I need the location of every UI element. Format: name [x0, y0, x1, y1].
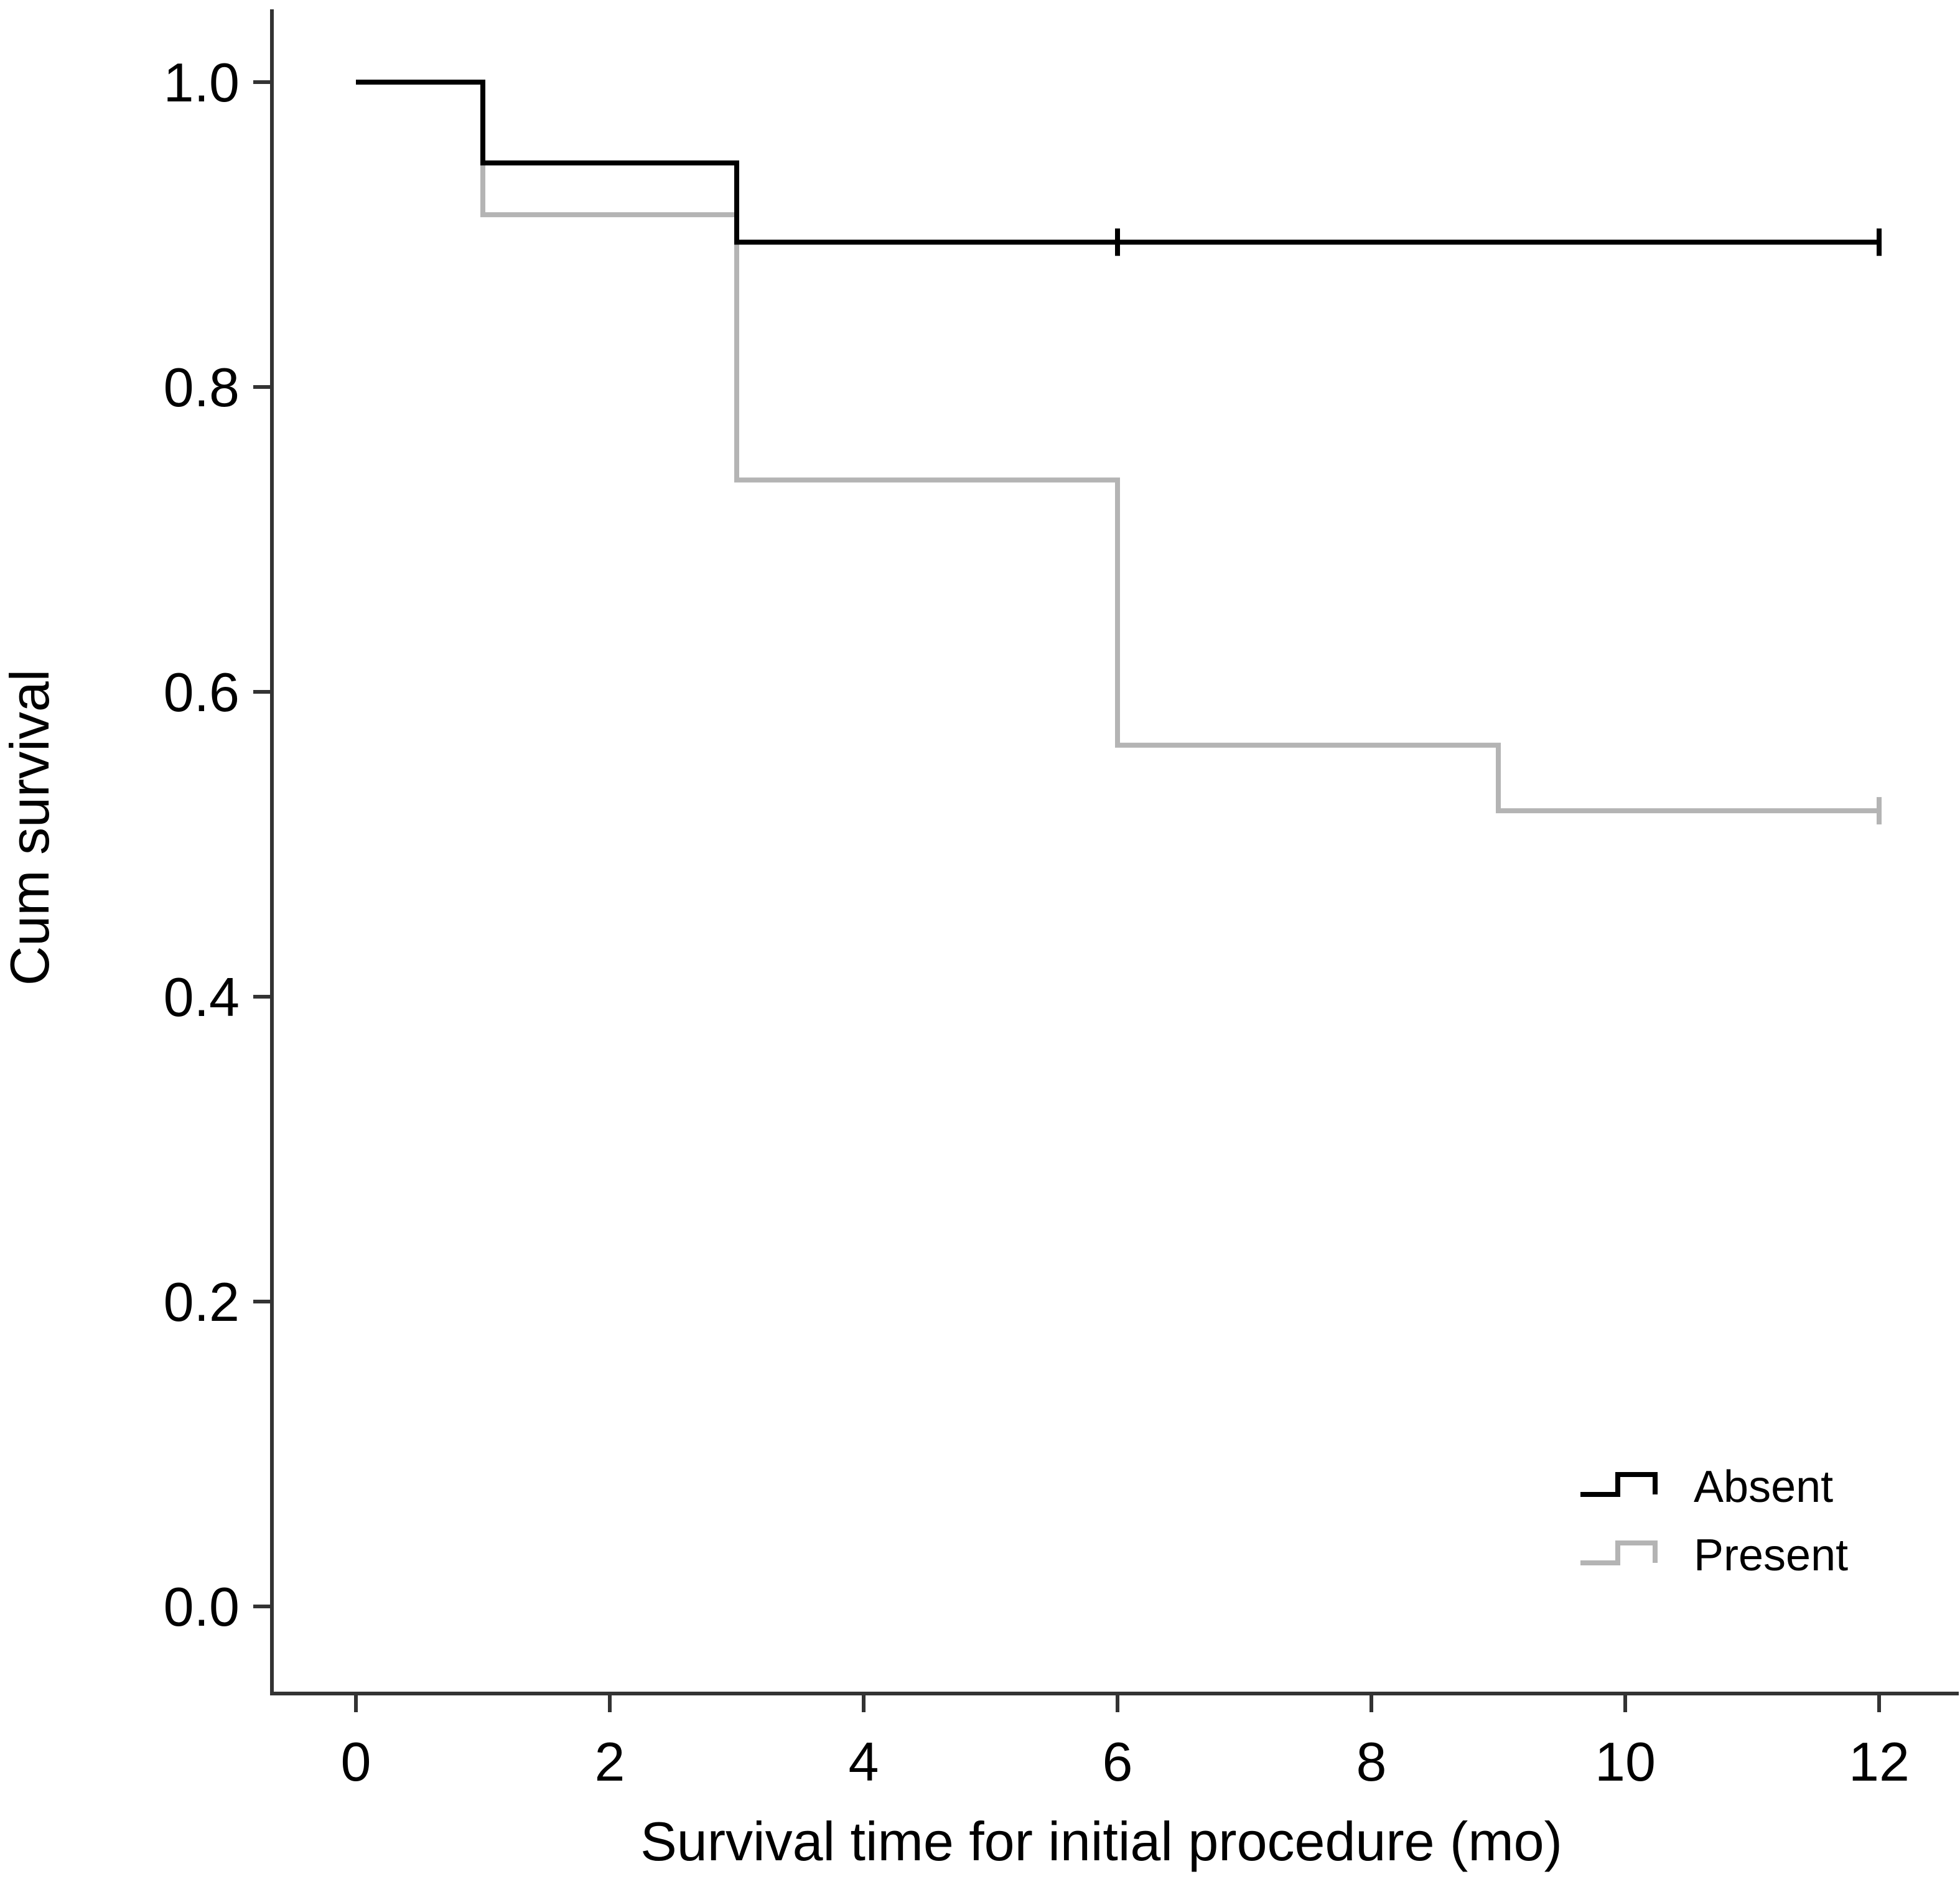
axes: 0.0 0.2 0.4 0.6 0.8 1.0 0 2 4 6 8 10 12 — [164, 9, 1959, 1792]
y-tick-label: 0.6 — [164, 661, 240, 723]
x-tick-label: 10 — [1595, 1731, 1656, 1792]
legend-swatch-present — [1580, 1540, 1658, 1565]
legend-swatch-absent — [1580, 1472, 1658, 1497]
legend-label-present: Present — [1694, 1531, 1848, 1580]
y-tick-label: 0.2 — [164, 1271, 240, 1333]
x-tick-label: 2 — [595, 1731, 625, 1792]
x-tick-label: 6 — [1103, 1731, 1133, 1792]
x-tick-label: 0 — [341, 1731, 371, 1792]
x-tick-label: 12 — [1849, 1731, 1910, 1792]
y-tick-label: 0.0 — [164, 1576, 240, 1638]
y-axis-title: Cum survival — [0, 669, 60, 986]
series-line-present — [356, 80, 1879, 814]
series-line-absent — [356, 80, 1879, 245]
y-tick-label: 0.8 — [164, 356, 240, 418]
y-tick-label: 0.4 — [164, 966, 240, 1028]
legend: Absent Present — [1580, 1462, 1848, 1580]
x-axis-title: Survival time for initial procedure (mo) — [640, 1810, 1562, 1872]
x-tick-label: 8 — [1356, 1731, 1387, 1792]
x-tick-label: 4 — [849, 1731, 879, 1792]
y-tick-label: 1.0 — [164, 52, 240, 113]
legend-label-absent: Absent — [1694, 1462, 1833, 1512]
series-layer — [356, 80, 1882, 825]
